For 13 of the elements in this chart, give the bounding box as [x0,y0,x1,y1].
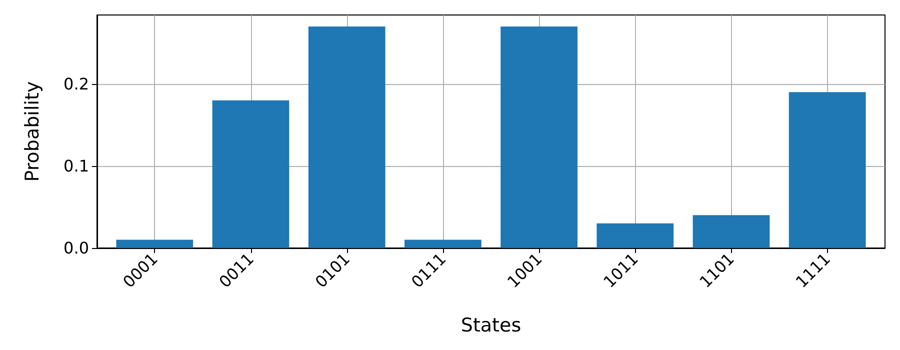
y-tick-label: 0.0 [64,238,89,258]
bar [692,215,770,248]
bar [212,100,290,248]
y-axis-title: Probability [22,81,44,182]
y-tick-label: 0.2 [64,74,89,94]
bar [596,223,674,248]
bar [116,240,194,248]
bar [404,240,482,248]
bar [788,92,866,248]
bar [500,26,578,248]
bar [308,26,386,248]
x-axis-title: States [460,314,522,336]
y-tick-label: 0.1 [64,156,89,176]
